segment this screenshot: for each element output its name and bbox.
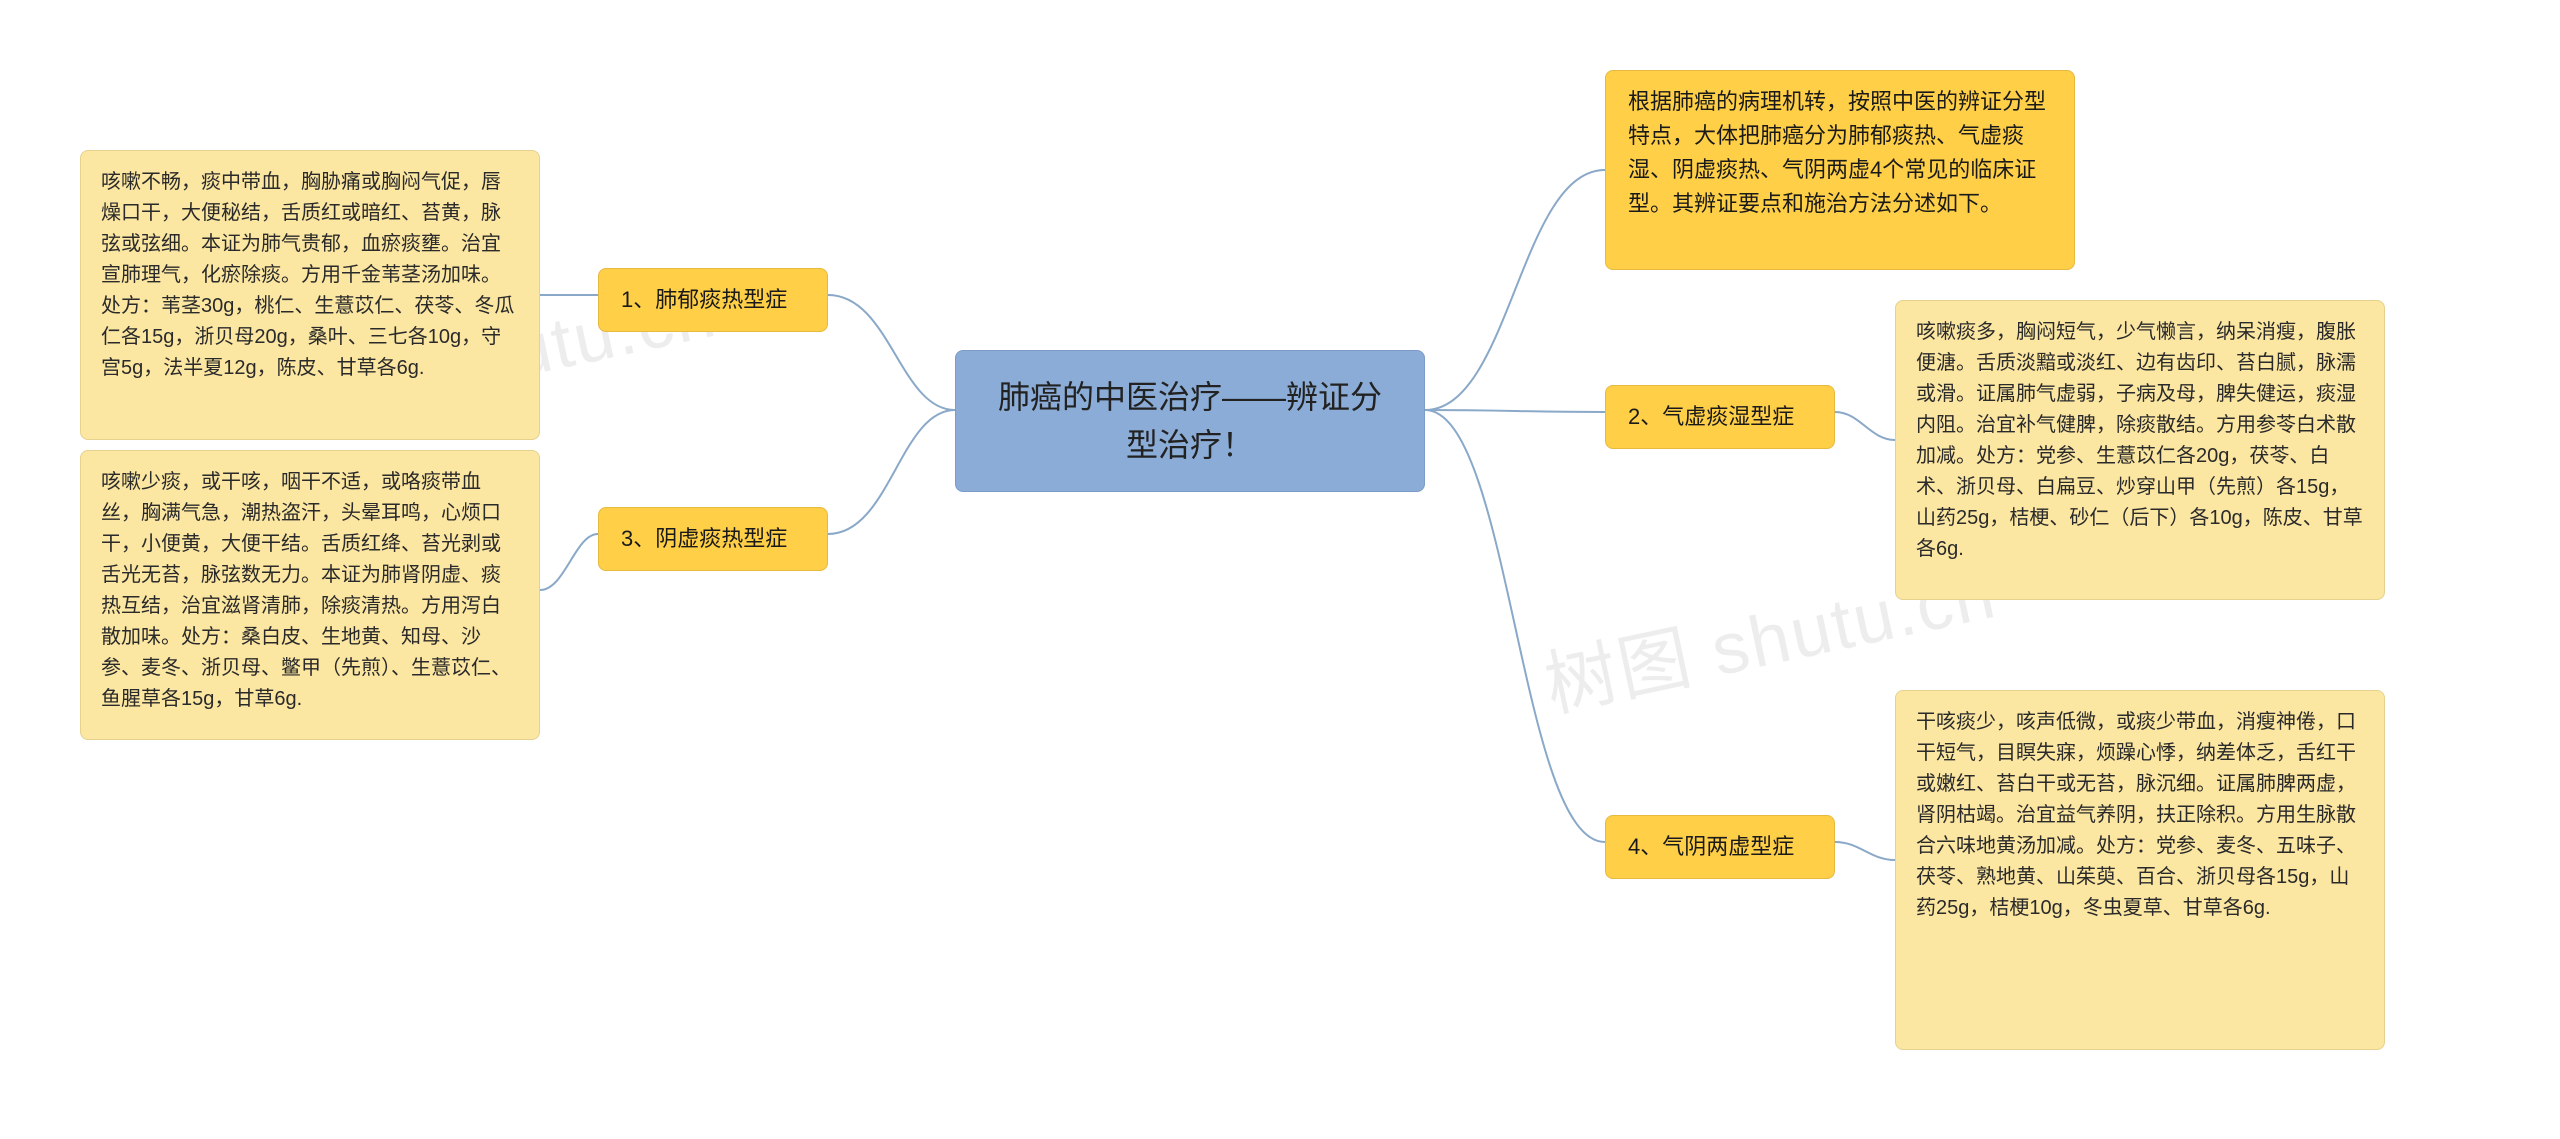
right-detail-1[interactable]: 咳嗽痰多，胸闷短气，少气懒言，纳呆消瘦，腹胀便溏。舌质淡黯或淡红、边有齿印、苔白… <box>1895 300 2385 600</box>
left-topic-1[interactable]: 3、阴虚痰热型症 <box>598 507 828 571</box>
right-detail-2[interactable]: 干咳痰少，咳声低微，或痰少带血，消瘦神倦，口干短气，目瞑失寐，烦躁心悸，纳差体乏… <box>1895 690 2385 1050</box>
left-detail-1[interactable]: 咳嗽少痰，或干咳，咽干不适，或咯痰带血丝，胸满气急，潮热盗汗，头晕耳鸣，心烦口干… <box>80 450 540 740</box>
right-topic-2[interactable]: 4、气阴两虚型症 <box>1605 815 1835 879</box>
center-node[interactable]: 肺癌的中医治疗——辨证分型治疗！ <box>955 350 1425 492</box>
right-topic-1[interactable]: 2、气虚痰湿型症 <box>1605 385 1835 449</box>
left-topic-0[interactable]: 1、肺郁痰热型症 <box>598 268 828 332</box>
right-detail-0[interactable]: 根据肺癌的病理机转，按照中医的辨证分型特点，大体把肺癌分为肺郁痰热、气虚痰湿、阴… <box>1605 70 2075 270</box>
left-detail-0[interactable]: 咳嗽不畅，痰中带血，胸胁痛或胸闷气促，唇燥口干，大便秘结，舌质红或暗红、苔黄，脉… <box>80 150 540 440</box>
